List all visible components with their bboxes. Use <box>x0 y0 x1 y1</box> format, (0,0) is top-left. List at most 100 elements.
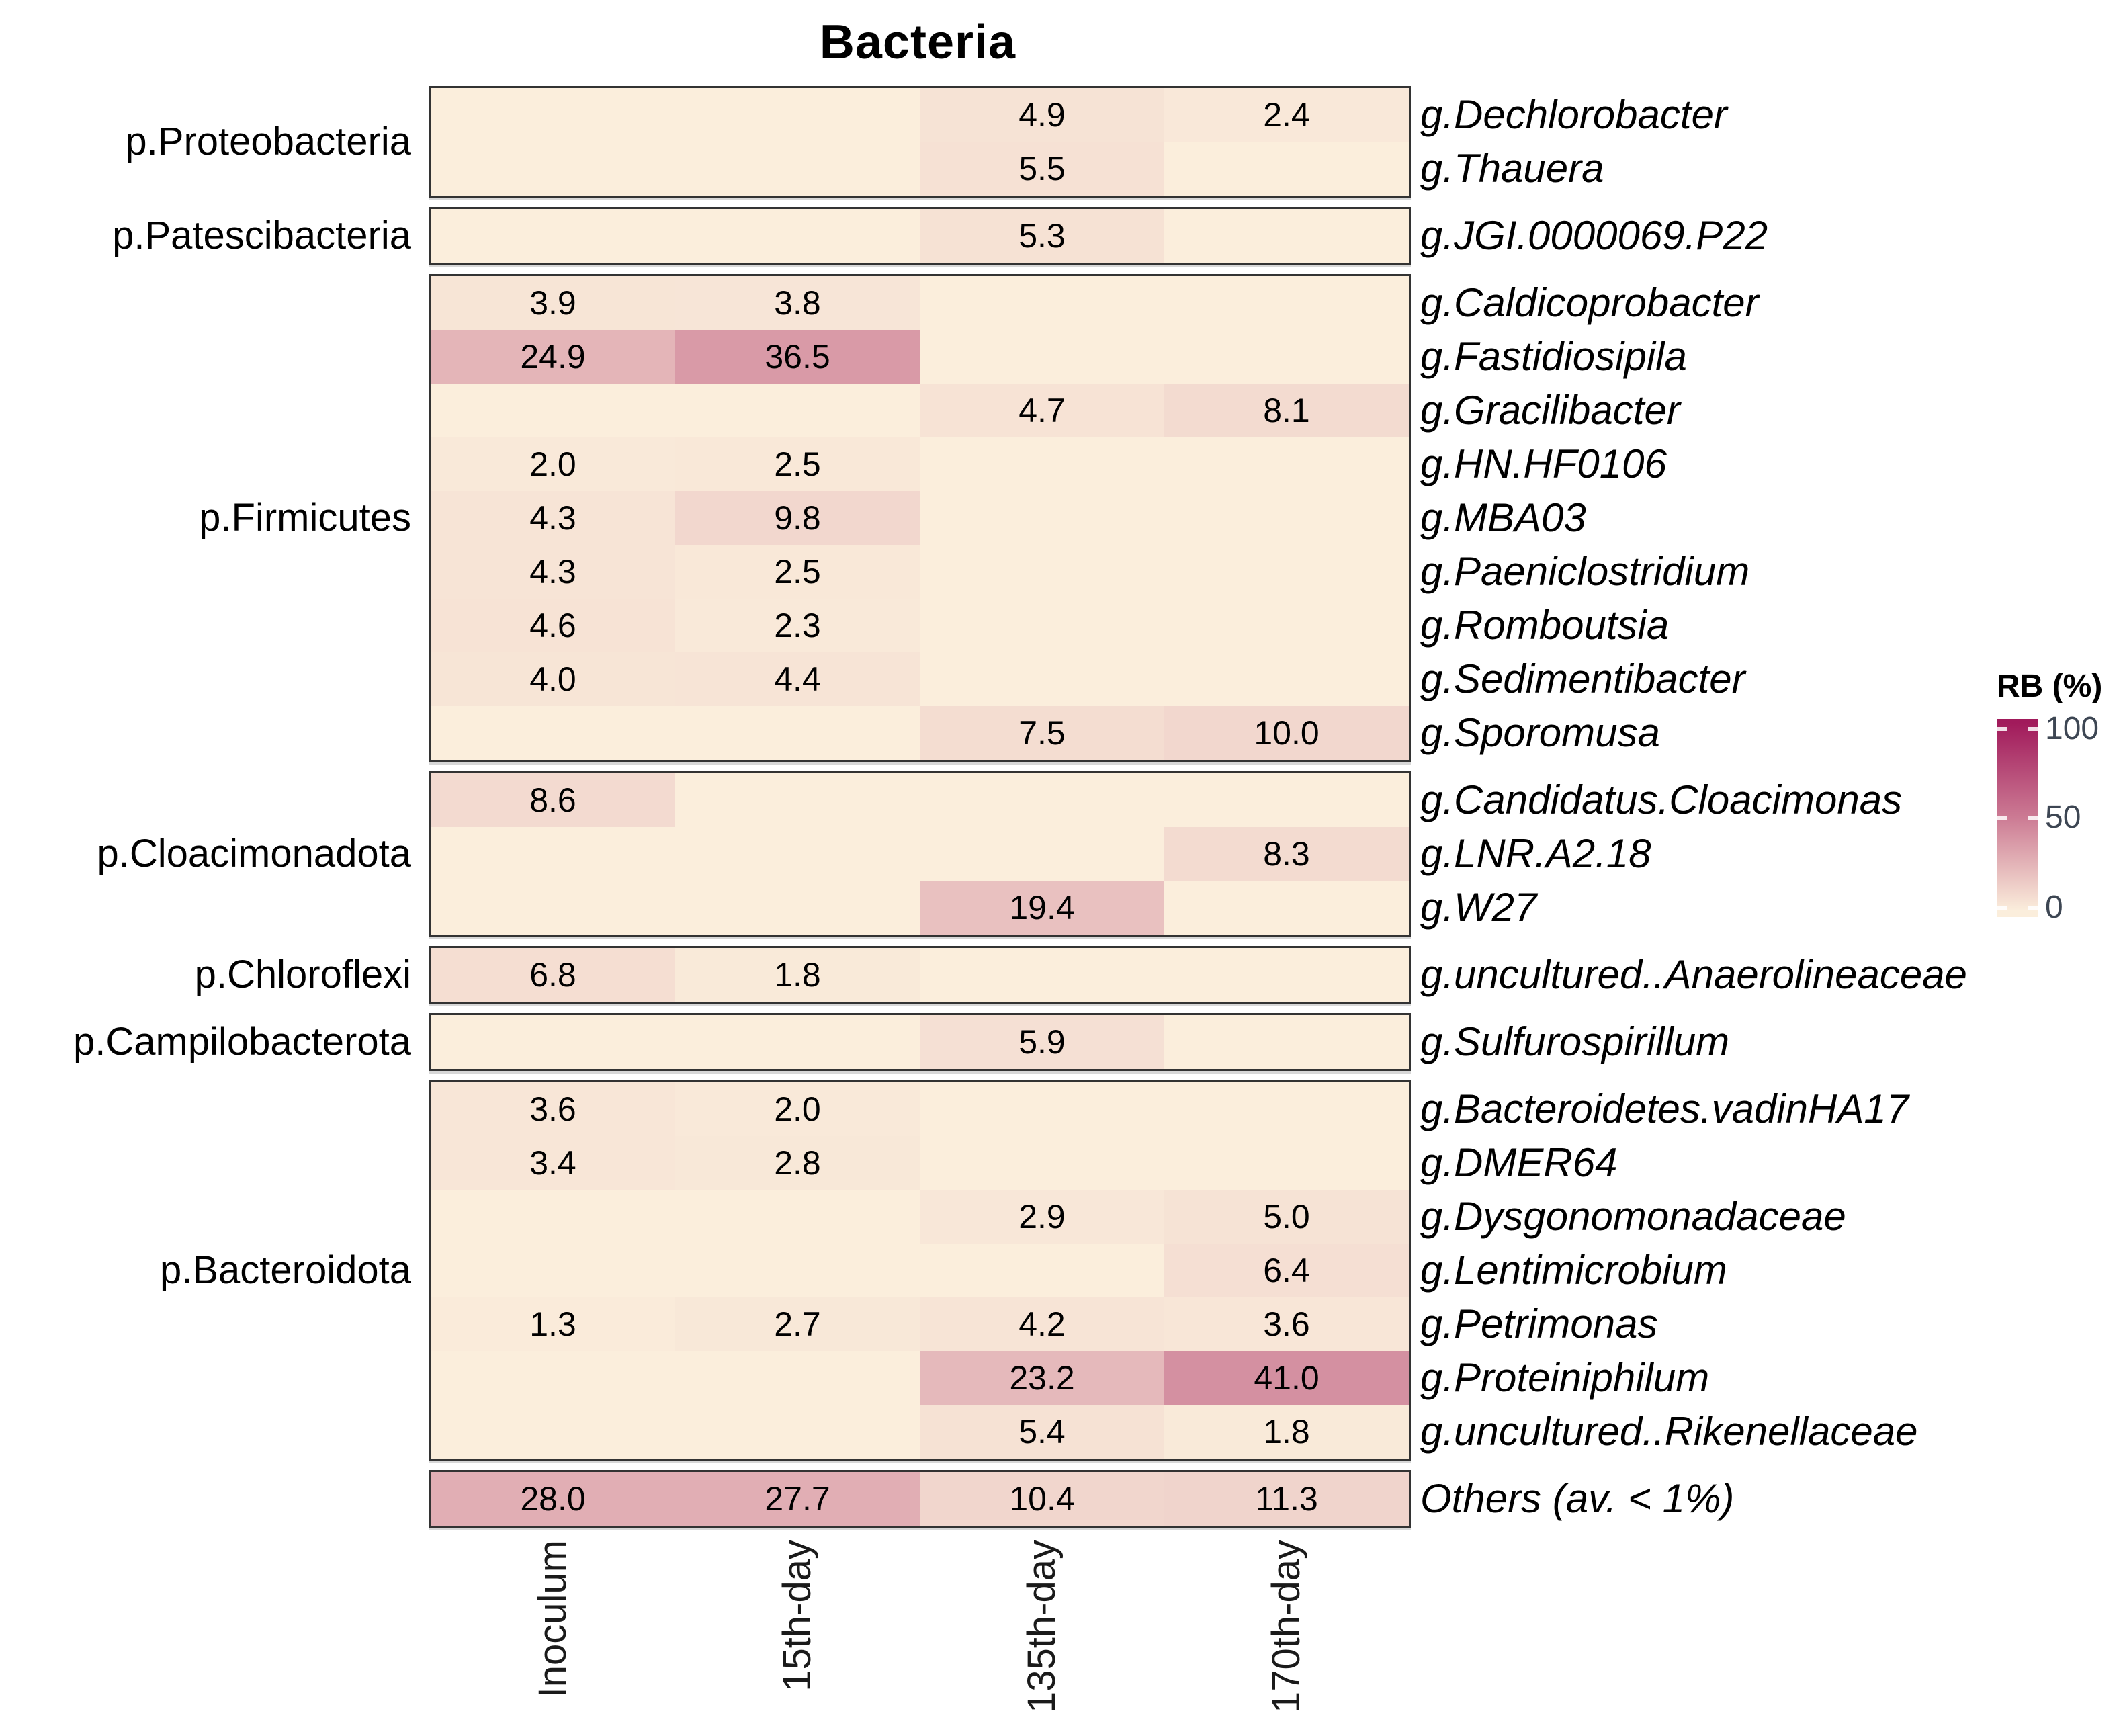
legend-title: RB (%) <box>1997 668 2103 704</box>
heatmap-cell <box>675 881 920 935</box>
heatmap-cell <box>920 1297 1164 1351</box>
heatmap-cell <box>675 330 920 384</box>
heatmap-cell <box>675 599 920 652</box>
heatmap-cell <box>675 209 920 263</box>
heatmap-cell <box>1164 1405 1409 1459</box>
heatmap-cell <box>920 1244 1164 1297</box>
phylum-block-others: 28.0 27.7 10.4 11.3 <box>429 1470 1411 1528</box>
cell-value: 10.4 <box>1009 1480 1075 1518</box>
heatmap-cell <box>1164 1015 1409 1069</box>
cell-value: 27.7 <box>765 1480 830 1518</box>
genus-label: g.Gracilibacter <box>1420 388 1680 433</box>
cell-value: 3.4 <box>529 1144 576 1182</box>
heatmap-cell <box>1164 773 1409 827</box>
heatmap-cell <box>675 88 920 142</box>
heatmap-cell <box>920 491 1164 545</box>
x-axis-label: Inoculum <box>531 1540 574 1698</box>
cell-value: 2.8 <box>774 1144 821 1182</box>
cell-value: 4.6 <box>529 607 576 644</box>
phylum-block-p-patescibacteria: 5.3 <box>429 207 1411 265</box>
phylum-label: p.Proteobacteria <box>125 120 411 163</box>
heatmap-cell <box>431 330 675 384</box>
cell-value: 2.7 <box>774 1305 821 1343</box>
heatmap-cell <box>1164 652 1409 706</box>
legend-tick-100-right <box>2028 727 2038 731</box>
heatmap-cell <box>431 88 675 142</box>
legend-tick-100-left <box>1997 727 2007 731</box>
heatmap-cell <box>431 1190 675 1244</box>
heatmap-cell <box>431 437 675 491</box>
heatmap-cell <box>675 276 920 330</box>
heatmap-cell <box>1164 1082 1409 1136</box>
heatmap-cell <box>431 1082 675 1136</box>
heatmap-cell <box>1164 142 1409 196</box>
heatmap-cell <box>1164 545 1409 599</box>
heatmap-cell <box>431 142 675 196</box>
cell-value: 7.5 <box>1019 714 1066 752</box>
heatmap-cell <box>920 1351 1164 1405</box>
cell-value: 2.0 <box>529 445 576 483</box>
genus-label: g.Candidatus.Cloacimonas <box>1420 777 1903 822</box>
heatmap-cell <box>675 1405 920 1459</box>
genus-label: g.Proteiniphilum <box>1420 1355 1710 1400</box>
cell-value: 8.6 <box>529 781 576 819</box>
heatmap-cell <box>920 142 1164 196</box>
heatmap-cell <box>920 1082 1164 1136</box>
heatmap-cell <box>431 827 675 881</box>
phylum-label: p.Chloroflexi <box>194 953 411 996</box>
heatmap-cell <box>675 1472 920 1526</box>
heatmap-cell <box>675 1015 920 1069</box>
cell-value: 1.3 <box>529 1305 576 1343</box>
genus-label: g.Lentimicrobium <box>1420 1248 1727 1293</box>
genus-label: g.JGI.0000069.P22 <box>1420 213 1768 258</box>
heatmap-cell <box>920 88 1164 142</box>
phylum-label: p.Campilobacterota <box>73 1020 411 1064</box>
heatmap-cell <box>1164 1190 1409 1244</box>
cell-value: 1.8 <box>774 956 821 994</box>
heatmap-cell <box>1164 881 1409 935</box>
cell-value: 4.3 <box>529 553 576 591</box>
heatmap-cell <box>675 948 920 1002</box>
heatmap-cell <box>431 491 675 545</box>
heatmap-cell <box>431 1136 675 1190</box>
heatmap-cell <box>675 706 920 760</box>
heatmap-cell <box>1164 209 1409 263</box>
phylum-label: p.Cloacimonadota <box>97 832 411 875</box>
cell-value: 2.9 <box>1019 1198 1066 1235</box>
cell-value: 2.5 <box>774 445 821 483</box>
heatmap-cell <box>675 1136 920 1190</box>
cell-value: 4.7 <box>1019 392 1066 429</box>
genus-label: g.Petrimonas <box>1420 1301 1658 1346</box>
heatmap-cell <box>920 599 1164 652</box>
phylum-label: p.Patescibacteria <box>112 214 411 257</box>
heatmap-cell <box>1164 1136 1409 1190</box>
heatmap-cell <box>920 1190 1164 1244</box>
heatmap-cell <box>675 1244 920 1297</box>
x-axis-label: 135th-day <box>1020 1540 1064 1713</box>
phylum-block-p-proteobacteria: 4.9 2.4 5.5 <box>429 86 1411 198</box>
cell-value: 5.9 <box>1019 1023 1066 1061</box>
heatmap-cell <box>920 881 1164 935</box>
cell-value: 5.4 <box>1019 1413 1066 1450</box>
genus-label: g.Sedimentibacter <box>1420 656 1745 701</box>
cell-value: 11.3 <box>1255 1480 1318 1518</box>
genus-label: g.Paeniclostridium <box>1420 549 1750 594</box>
heatmap-cell <box>920 1136 1164 1190</box>
heatmap-cell <box>431 1405 675 1459</box>
heatmap-cell <box>1164 437 1409 491</box>
heatmap-cell <box>431 706 675 760</box>
cell-value: 3.8 <box>774 284 821 322</box>
cell-value: 4.4 <box>774 660 821 698</box>
cell-value: 36.5 <box>765 338 830 376</box>
heatmap-cell <box>1164 88 1409 142</box>
legend-tick-0-right <box>2028 906 2038 910</box>
heatmap-cell <box>1164 384 1409 437</box>
cell-value: 9.8 <box>774 499 821 537</box>
heatmap-cell <box>431 384 675 437</box>
heatmap-cell <box>675 652 920 706</box>
heatmap-cell <box>431 1244 675 1297</box>
heatmap-cell <box>1164 706 1409 760</box>
x-axis-label: 15th-day <box>775 1540 819 1692</box>
phylum-block-p-bacteroidota: 3.6 2.0 3.4 2.8 2.9 5.0 6.4 1.3 2.7 4.2 3.6 23.2 41.… <box>429 1080 1411 1461</box>
cell-value: 10.0 <box>1254 714 1319 752</box>
